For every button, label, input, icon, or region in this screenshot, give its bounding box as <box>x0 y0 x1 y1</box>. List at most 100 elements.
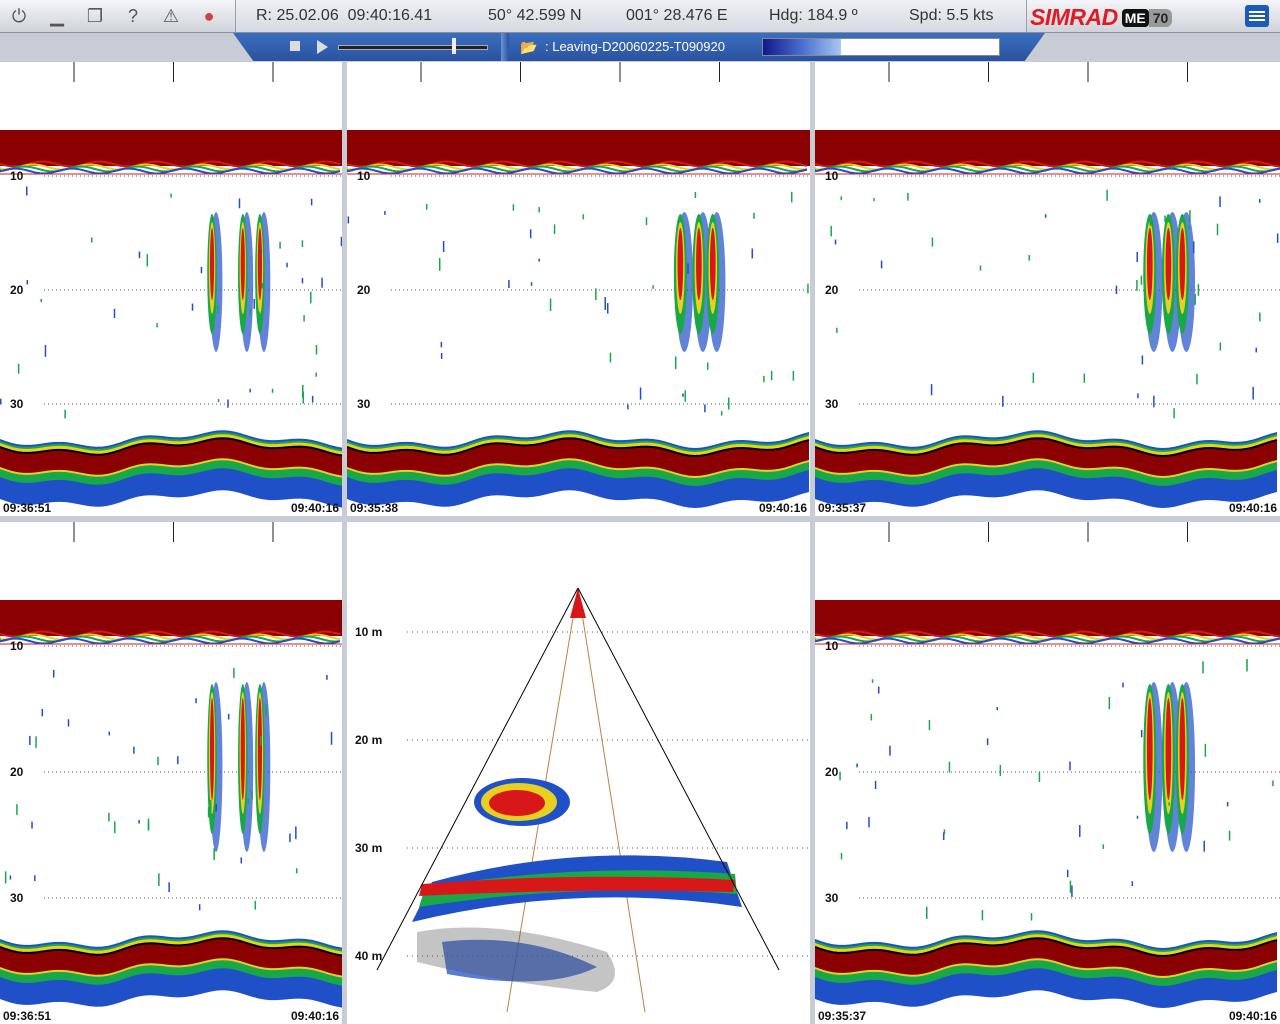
fish-school-core <box>1179 228 1186 300</box>
echo-speck <box>1226 801 1229 807</box>
replay-speed-slider[interactable] <box>338 45 488 50</box>
bottom-line <box>0 937 342 957</box>
time-start-label: 09:36:51 <box>3 501 51 515</box>
echo-speck <box>1140 730 1143 738</box>
echo-speck <box>1197 284 1200 296</box>
echo-speck <box>582 214 585 220</box>
depth-label: 20 <box>825 283 839 297</box>
echo-speck <box>979 265 982 271</box>
echo-speck <box>1194 293 1196 305</box>
echo-speck <box>438 258 441 271</box>
echogram-top-middle[interactable]: 10 20 30 09:35:38 09:40:16 <box>347 62 810 516</box>
echo-speck <box>113 308 116 318</box>
echo-speck <box>840 852 843 860</box>
center-beam-right <box>577 587 646 1013</box>
echo-speck <box>1038 771 1041 783</box>
fish-school-core <box>677 228 684 300</box>
fish-school-core <box>1146 698 1153 800</box>
echo-speck <box>295 868 298 874</box>
echo-speck <box>1216 223 1219 236</box>
play-button[interactable] <box>317 40 328 54</box>
echo-speck <box>1246 658 1248 672</box>
sector-deep-echo <box>442 939 597 982</box>
echo-speck <box>1066 869 1069 878</box>
seabed-core <box>815 938 1277 976</box>
surface-band <box>815 167 1280 175</box>
depth-label: 30 <box>357 397 371 411</box>
echo-speck <box>347 216 350 224</box>
sector-depth-label: 40 m <box>355 949 382 963</box>
echo-speck <box>198 904 201 911</box>
echo-speck <box>868 816 870 828</box>
help-icon[interactable]: ? <box>127 5 138 26</box>
power-icon[interactable]: ⏻ <box>11 5 27 26</box>
echo-speck <box>227 713 230 720</box>
seabed-core <box>0 938 342 976</box>
echogram-top-left[interactable]: 10 20 30 09:36:51 09:40:16 <box>0 62 342 516</box>
echo-speck <box>138 819 140 824</box>
echo-speck <box>1102 844 1105 849</box>
echo-speck <box>840 196 843 201</box>
surface-layer <box>0 130 342 166</box>
stop-button[interactable] <box>290 41 300 51</box>
time-end-label: 09:40:16 <box>759 501 807 515</box>
echo-speck <box>1153 395 1155 408</box>
echo-speck <box>1131 881 1134 886</box>
fish-school-core <box>209 228 215 300</box>
echo-speck <box>138 251 141 259</box>
echo-speck <box>31 821 33 829</box>
echogram-bottom-left[interactable]: 10 20 30 09:36:51 09:40:16 <box>0 522 342 1024</box>
restore-icon[interactable]: ❐ <box>86 5 104 26</box>
echo-speck <box>247 798 249 805</box>
echo-speck <box>1272 780 1274 787</box>
echo-speck <box>1136 279 1138 291</box>
depth-label: 30 <box>825 891 839 905</box>
sector-view[interactable]: 10 m 20 m 30 m 40 m <box>347 522 810 1024</box>
echo-speck <box>311 395 314 403</box>
echo-speck <box>1032 372 1035 383</box>
fish-school-core <box>257 698 263 800</box>
echogram-canvas: 10 20 30 09:35:37 09:40:16 <box>815 522 1280 1023</box>
echo-speck <box>942 832 945 841</box>
echo-speck <box>1136 251 1138 263</box>
echo-speck <box>310 198 313 206</box>
warning-icon[interactable]: ⚠ <box>162 5 180 26</box>
echo-speck <box>303 315 305 322</box>
record-icon[interactable]: ● <box>203 5 215 26</box>
echogram-bottom-right[interactable]: 10 20 30 09:35:37 09:40:16 <box>815 522 1280 1024</box>
echo-speck <box>836 327 838 333</box>
echo-speck <box>286 262 288 268</box>
echo-speck <box>595 288 597 301</box>
fish-school-core <box>240 698 245 800</box>
echo-speck <box>684 390 687 402</box>
bottom-line <box>815 937 1278 957</box>
main-menu-button[interactable] <box>1245 5 1269 27</box>
echo-speck <box>289 833 291 843</box>
echo-speck <box>1079 825 1081 838</box>
folder-icon[interactable]: 📂 <box>520 39 538 55</box>
time-start-label: 09:35:37 <box>818 501 866 515</box>
echo-speck <box>1173 408 1175 419</box>
echo-speck <box>271 388 274 393</box>
surface-layer <box>815 130 1280 166</box>
slider-handle[interactable] <box>451 38 456 54</box>
echo-speck <box>216 305 219 314</box>
echo-speck <box>40 299 42 303</box>
depth-label: 10 <box>10 639 24 653</box>
echogram-top-right[interactable]: 10 20 30 09:35:37 09:40:16 <box>815 62 1280 516</box>
echo-speck <box>114 821 116 834</box>
simrad-logo: SIMRAD ME 70 <box>1030 4 1173 31</box>
echo-speck <box>1276 233 1279 243</box>
echo-speck <box>1203 840 1205 852</box>
minimize-icon[interactable]: ▁ <box>50 5 64 26</box>
echo-speck <box>1136 815 1139 819</box>
echo-speck <box>1028 255 1031 261</box>
echo-speck <box>926 906 928 919</box>
echo-speck <box>26 279 29 285</box>
echo-speck <box>146 254 149 267</box>
echo-speck <box>240 857 243 864</box>
echo-speck <box>674 356 677 370</box>
echo-speck <box>133 746 135 754</box>
echo-speck <box>538 258 540 262</box>
replay-bar: 📂 : Leaving-D20060225-T090920 <box>233 33 1045 61</box>
